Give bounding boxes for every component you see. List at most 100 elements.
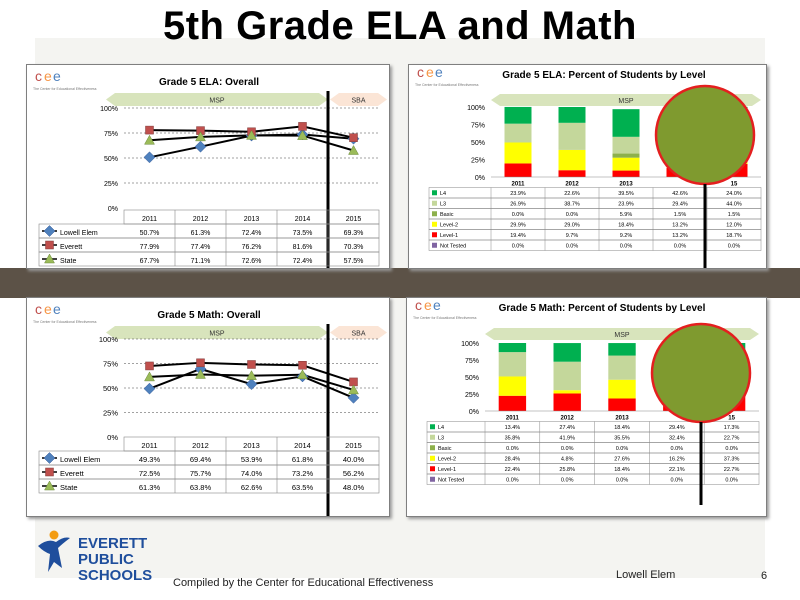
x-tick-label: 15 [731, 182, 738, 188]
data-label: 18.7% [726, 233, 742, 239]
data-label: 35.5% [614, 436, 630, 442]
data-label: 22.6% [564, 191, 580, 197]
x-tick-label: 2011 [506, 416, 520, 422]
table-row [38, 478, 380, 494]
cee-logo-caption: The Center for Educational Effectiveness [415, 83, 479, 87]
data-label: 0.0% [566, 244, 579, 250]
data-label: 22.4% [505, 467, 521, 473]
table-row [428, 187, 762, 199]
ela-levels-panel: c e e The Center for Educational Effectiven… [408, 64, 767, 272]
legend-swatch [430, 466, 435, 472]
x-tick-label: 2015 [345, 441, 362, 450]
cee-logo-letter: e [53, 68, 61, 84]
data-label: 72.6% [242, 258, 262, 265]
legend-label: L3 [438, 436, 444, 442]
data-point [246, 129, 257, 140]
legend-label: Level-1 [438, 467, 456, 473]
data-label: 70.3% [344, 244, 364, 251]
data-label: 23.9% [510, 191, 526, 197]
data-label: 12.0% [726, 223, 742, 229]
x-tick-label: 2013 [244, 216, 260, 223]
cee-logo-letter: c [35, 301, 42, 317]
chart-title: Grade 5 ELA: Overall [159, 77, 259, 88]
redaction-circle [650, 322, 752, 424]
logo-line3: SCHOOLS [78, 567, 152, 584]
data-label: 0.0% [725, 446, 738, 452]
data-point [194, 140, 207, 153]
footer-school: Lowell Elem [616, 569, 676, 581]
x-tick-label: 2013 [615, 416, 629, 422]
msp-band-label: MSP [618, 98, 634, 105]
data-point [245, 378, 258, 391]
data-label: 29.4% [672, 202, 688, 208]
legend-label: Basic [440, 212, 454, 218]
table-row [426, 421, 760, 433]
data-point [348, 144, 359, 155]
x-tick-label: 2013 [619, 182, 633, 188]
legend-label: Level-1 [440, 233, 458, 239]
data-label: 0.0% [512, 244, 525, 250]
legend-swatch [432, 211, 437, 217]
data-label: 75.7% [190, 469, 212, 478]
ela-overall-chart: c e e The Center for Educational Effectiven… [33, 68, 387, 268]
data-label: 24.0% [726, 191, 742, 197]
y-tick-label: 100% [99, 335, 119, 344]
bar-segment [608, 343, 636, 356]
sba-band [330, 93, 387, 106]
legend-label: L4 [438, 425, 444, 431]
data-label: 13.4% [505, 425, 521, 431]
data-label: 63.8% [190, 483, 212, 492]
redaction-circle [654, 84, 756, 186]
data-label: 67.7% [140, 258, 160, 265]
data-label: 9.7% [566, 233, 579, 239]
data-label: 19.4% [510, 233, 526, 239]
sba-band-label: SBA [351, 98, 365, 105]
data-label: 23.9% [618, 202, 634, 208]
msp-band [106, 93, 328, 106]
data-label: 32.4% [669, 436, 685, 442]
data-point [144, 371, 155, 382]
decorative-band [0, 268, 800, 298]
data-point [246, 370, 257, 380]
table-row [426, 452, 760, 464]
data-label: 72.4% [293, 258, 313, 265]
x-tick-label: 2015 [346, 216, 362, 223]
data-label: 29.4% [669, 425, 685, 431]
data-label: 53.9% [241, 455, 263, 464]
legend-swatch [432, 190, 437, 196]
bar-segment [553, 361, 581, 391]
legend-swatch [430, 455, 435, 461]
legend-label: Level-2 [440, 223, 458, 229]
x-tick-label: 2012 [192, 441, 209, 450]
cee-logo-letter: c [35, 68, 42, 84]
footer-credit: Compiled by the Center for Educational E… [173, 577, 434, 589]
data-label: 0.0% [671, 446, 684, 452]
y-tick-label: 25% [471, 158, 485, 165]
cee-logo-letter: c [415, 298, 422, 313]
x-tick-label: 2014 [295, 216, 311, 223]
cee-logo-letter: c [417, 65, 424, 80]
data-label: 81.6% [293, 244, 313, 251]
y-tick-label: 75% [465, 358, 479, 365]
data-point [143, 382, 156, 395]
legend-label: State [60, 258, 76, 265]
x-tick-label: 2011 [511, 182, 525, 188]
data-point [145, 125, 154, 135]
chart-title: Grade 5 ELA: Percent of Students by Leve… [502, 70, 706, 81]
chart-title: Grade 5 Math: Percent of Students by Lev… [499, 303, 706, 314]
data-point [195, 368, 206, 379]
data-label: 27.6% [614, 457, 630, 463]
legend-swatch [432, 221, 437, 227]
data-label: 49.3% [139, 455, 161, 464]
data-point [349, 133, 358, 142]
bar-segment [498, 395, 527, 411]
data-label: 73.2% [292, 469, 314, 478]
y-tick-label: 0% [108, 206, 118, 213]
msp-band-label: MSP [209, 98, 225, 105]
y-tick-label: 100% [467, 105, 485, 112]
legend-marker [45, 467, 54, 477]
data-label: 5.9% [620, 212, 633, 218]
legend-marker [44, 480, 55, 491]
data-label: 13.2% [672, 223, 688, 229]
y-tick-label: 75% [103, 360, 118, 369]
